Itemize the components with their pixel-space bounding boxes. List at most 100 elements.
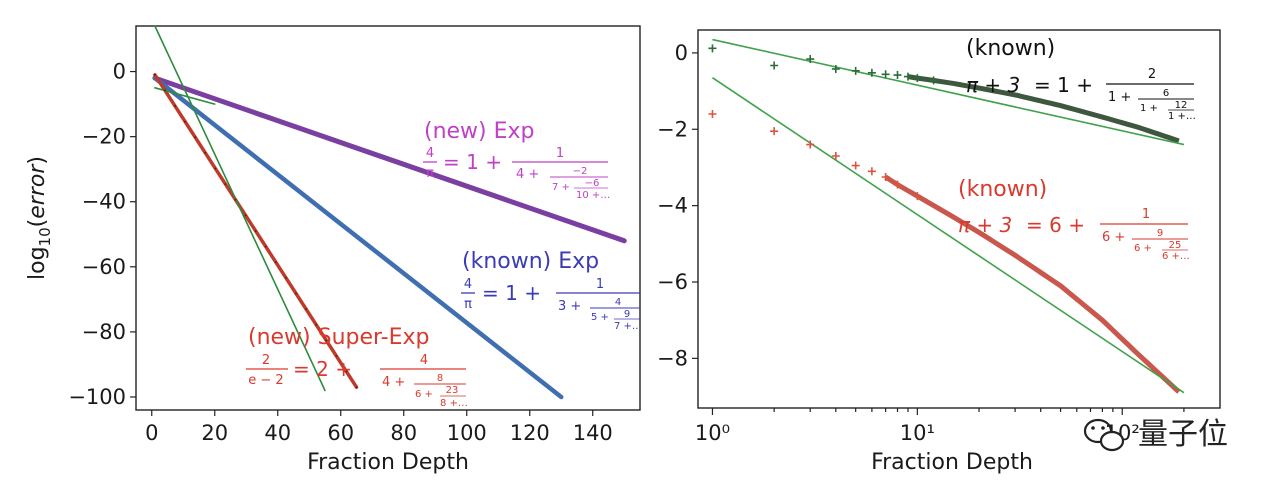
formula-lhs: π + 3 bbox=[966, 73, 1020, 97]
left-y-tick-label: 0 bbox=[113, 60, 126, 84]
right-plot-frame bbox=[697, 29, 1221, 409]
formula-n3: 25 bbox=[1169, 240, 1182, 251]
left-super-exp-point bbox=[274, 261, 277, 264]
formula-lhs: π + 3 bbox=[958, 213, 1012, 237]
formula-mid: = 6 + bbox=[1026, 213, 1085, 237]
formula-n1: 1 bbox=[596, 277, 604, 292]
right-data-point bbox=[881, 70, 890, 79]
formula-mid: = 1 + bbox=[482, 281, 541, 305]
formula-n2: −2 bbox=[573, 166, 588, 177]
formula-mid: = 1 + bbox=[443, 150, 502, 174]
formula-n2: 9 bbox=[1157, 228, 1163, 239]
right-fit-line bbox=[712, 38, 1185, 146]
annotation-new-exp: (new) Exp 4 π = 1 + 1 4 + −2 7 + −6 10 +… bbox=[423, 119, 610, 201]
left-x-tick-label: 0 bbox=[145, 421, 158, 445]
formula-d3: 1 +… bbox=[1168, 111, 1196, 122]
annotation-new-super-exp: (new) Super-Exp 2 e − 2 = 2 + 4 4 + 8 6 … bbox=[246, 325, 468, 409]
formula-mid: = 1 + bbox=[1034, 73, 1093, 97]
right-y-tick-label: −2 bbox=[657, 117, 688, 141]
left-super-exp-point bbox=[335, 355, 338, 357]
formula-d3: 7 +… bbox=[614, 321, 642, 332]
left-super-exp-point bbox=[214, 167, 217, 170]
right-series-group bbox=[708, 38, 1185, 394]
left-super-exp-point bbox=[194, 136, 197, 139]
right-y-tick-label: −4 bbox=[657, 194, 688, 218]
left-y-tick-label: −40 bbox=[82, 190, 126, 214]
right-data-point bbox=[867, 167, 876, 176]
left-y-tick-label: −80 bbox=[82, 320, 126, 344]
right-series-band bbox=[884, 174, 1181, 394]
annotation-known-pi-1: (known) π + 3 = 1 + 2 1 + 6 1 + 12 1 +… bbox=[966, 36, 1196, 122]
right-data-point bbox=[831, 152, 840, 160]
left-super-exp-point bbox=[325, 339, 328, 342]
left-series-line--known-exp bbox=[152, 75, 564, 400]
right-y-tick-label: −8 bbox=[657, 346, 688, 370]
formula-d1: 4 + bbox=[516, 167, 539, 182]
watermark: 量子位 bbox=[1083, 417, 1228, 452]
left-super-exp-point bbox=[305, 308, 307, 311]
right-data-point bbox=[851, 66, 860, 75]
left-x-tick-label: 120 bbox=[510, 421, 550, 445]
left-super-exp-point bbox=[254, 230, 257, 232]
right-fit-line bbox=[712, 77, 1185, 394]
annotation-label: (new) Exp bbox=[424, 119, 535, 144]
right-data-point bbox=[831, 64, 840, 73]
left-super-exp-point bbox=[244, 214, 247, 217]
right-y-tick-label: 0 bbox=[675, 41, 688, 65]
left-chart: 0 20 40 60 80 100 120 140 0 −20 −40 −60 −80 −100 Frac… bbox=[25, 25, 642, 475]
left-super-exp-point bbox=[285, 276, 287, 279]
formula-d2: 6 + bbox=[415, 389, 433, 400]
left-super-exp-point bbox=[315, 323, 318, 326]
formula-d1: 3 + bbox=[558, 299, 581, 314]
left-y-axis-label: log10(error) bbox=[25, 156, 54, 280]
formula-n1: 2 bbox=[1148, 67, 1156, 82]
formula-lhs-den: π bbox=[426, 166, 434, 181]
left-series-line-green-fit-new-super-exp bbox=[154, 25, 326, 392]
formula-d3: 8 +… bbox=[440, 398, 468, 409]
right-data-point bbox=[913, 192, 922, 201]
formula-d2: 1 + bbox=[1140, 103, 1158, 114]
right-data-point bbox=[893, 180, 902, 189]
formula-n1: 1 bbox=[1142, 207, 1150, 222]
formula-n1: 4 bbox=[420, 353, 428, 368]
formula-lhs-den: e − 2 bbox=[248, 373, 283, 388]
left-ticks: 0 20 40 60 80 100 120 140 0 −20 −40 −60 −80 −100 bbox=[68, 60, 612, 445]
formula-lhs-num: 4 bbox=[464, 277, 472, 292]
left-x-tick-label: 140 bbox=[573, 421, 613, 445]
right-data-point bbox=[806, 140, 815, 149]
wechat-icon bbox=[1083, 418, 1125, 452]
right-data-point bbox=[929, 76, 938, 85]
formula-d2: 5 + bbox=[591, 312, 609, 323]
right-data-point bbox=[851, 161, 860, 170]
formula-lhs-num: 4 bbox=[426, 146, 434, 161]
left-super-exp-point bbox=[295, 292, 297, 295]
right-data-point bbox=[903, 72, 912, 81]
formula-d1: 1 + bbox=[1108, 90, 1131, 105]
left-series-line--new-exp bbox=[152, 75, 627, 244]
right-x-axis-label: Fraction Depth bbox=[871, 450, 1033, 475]
left-super-exp-point bbox=[345, 370, 348, 373]
annotation-label: (known) Exp bbox=[462, 249, 599, 274]
left-super-exp-point bbox=[174, 105, 176, 107]
formula-d1: 4 + bbox=[382, 375, 405, 390]
left-series-group bbox=[152, 25, 627, 400]
formula-d2: 6 + bbox=[1134, 243, 1152, 254]
right-series-band bbox=[907, 74, 1180, 144]
left-x-tick-label: 40 bbox=[264, 421, 291, 445]
right-data-point bbox=[708, 110, 717, 118]
right-data-point bbox=[770, 127, 779, 136]
formula-n3: 23 bbox=[446, 385, 459, 396]
left-super-exp-point bbox=[234, 198, 237, 201]
left-super-exp-point bbox=[164, 89, 166, 92]
left-super-exp-point bbox=[224, 183, 227, 186]
right-data-point bbox=[913, 74, 922, 83]
left-plot-frame bbox=[135, 25, 641, 411]
annotation-label: (known) bbox=[958, 177, 1047, 202]
formula-d2: 7 + bbox=[552, 182, 570, 193]
right-data-point bbox=[708, 44, 717, 53]
formula-n3: 9 bbox=[624, 309, 630, 320]
left-x-axis-label: Fraction Depth bbox=[307, 450, 469, 475]
